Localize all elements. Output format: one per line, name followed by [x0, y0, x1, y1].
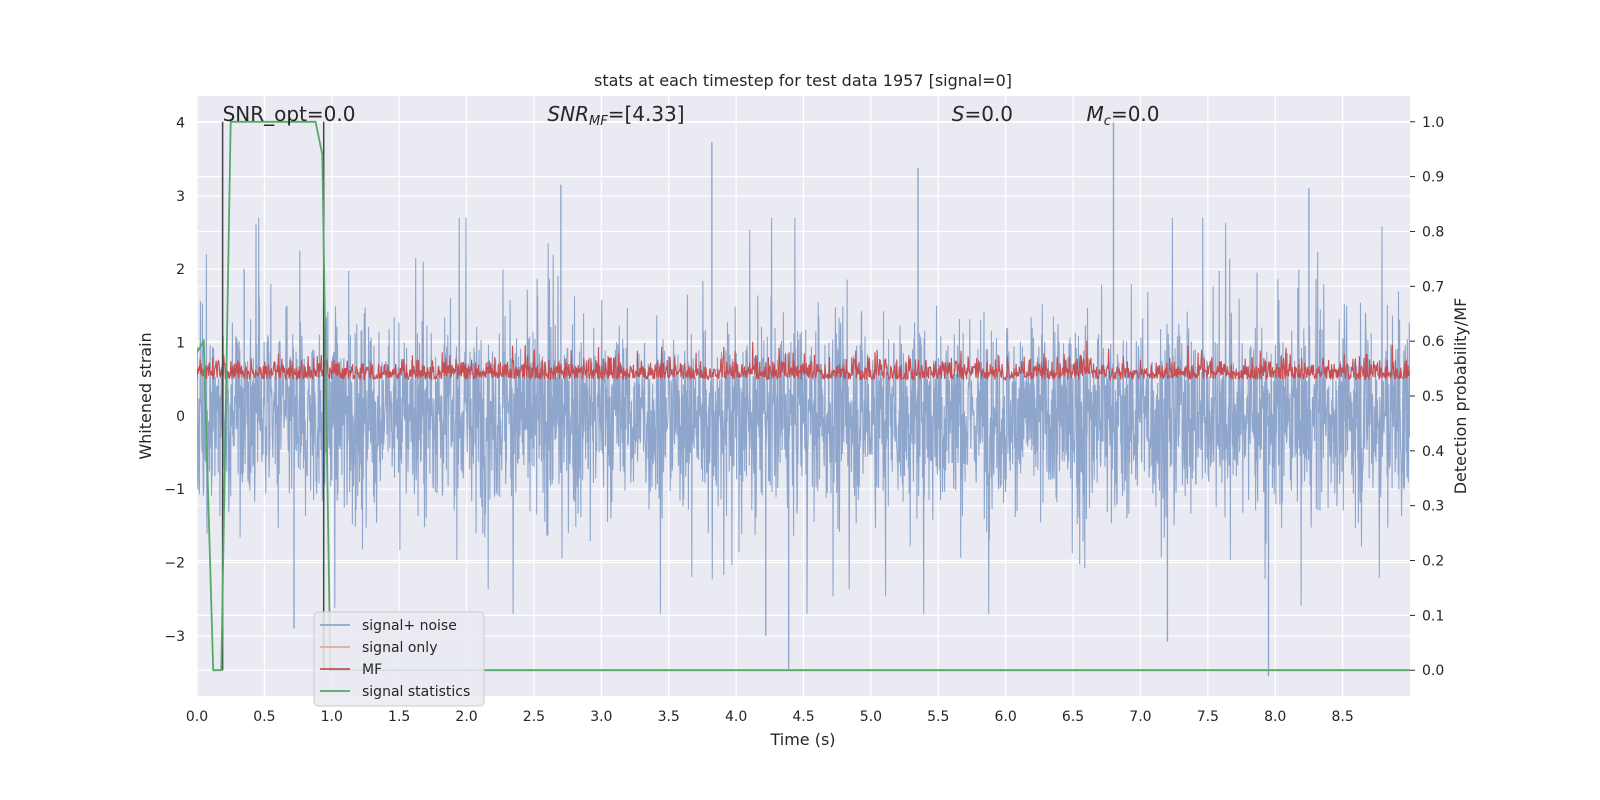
y-tick-label: −3: [164, 629, 185, 645]
x-tick-label: 8.0: [1264, 709, 1286, 725]
x-tick-label: 5.5: [927, 709, 949, 725]
y-tick-label: 3: [176, 189, 185, 205]
y-tick-label: 1: [176, 335, 185, 351]
signal-statistics-line: [197, 120, 1410, 672]
legend-entry: signal+ noise: [362, 618, 457, 634]
series-signal-noise: [197, 122, 1410, 677]
y-tick-label: 2: [176, 262, 185, 278]
x-tick-label: 5.0: [860, 709, 882, 725]
series-signal-statistics: [197, 120, 1410, 672]
y-tick-label: 4: [176, 115, 185, 131]
x-tick-label: 3.0: [590, 709, 612, 725]
x-ticks: 0.0 0.5 1.0 1.5 2.0 2.5 3.0 3.5 4.0 4.5 5.0 5.5 6.0 6…: [186, 709, 1354, 725]
annotation: SNRMF=[4.33]: [547, 102, 684, 129]
y2-ticks: 0.0 0.1 0.2 0.3 0.4 0.5 0.6 0.7 0.8 0.9 1.0: [1410, 115, 1444, 679]
x-tick-label: 7.0: [1129, 709, 1151, 725]
y-ticks: −3 −2 −1 0 1 2 3 4: [164, 115, 185, 644]
x-tick-label: 3.5: [658, 709, 680, 725]
y2-tick-label: 0.3: [1422, 499, 1444, 515]
x-tick-label: 2.5: [523, 709, 545, 725]
series-mf: [197, 340, 1410, 382]
chart-title: stats at each timestep for test data 195…: [594, 71, 1012, 90]
legend-entry: signal only: [362, 640, 437, 656]
y2-tick-label: 0.6: [1422, 334, 1444, 350]
y2-tick-label: 0.2: [1422, 554, 1444, 570]
y-axis-label: Whitened strain: [136, 332, 155, 459]
y2-tick-label: 0.0: [1422, 663, 1444, 679]
annotation: S=0.0: [952, 102, 1013, 126]
legend: signal+ noise signal only MF signal statist…: [313, 611, 485, 707]
x-tick-label: 8.5: [1331, 709, 1353, 725]
x-tick-label: 4.5: [792, 709, 814, 725]
y2-tick-label: 1.0: [1422, 115, 1444, 131]
y2-tick-label: 0.8: [1422, 224, 1444, 240]
y2-tick-label: 0.7: [1422, 279, 1444, 295]
x-tick-label: 4.0: [725, 709, 747, 725]
x-tick-label: 6.0: [995, 709, 1017, 725]
y-tick-label: 0: [176, 409, 185, 425]
legend-entry: MF: [362, 662, 382, 678]
y2-axis-label: Detection probability/MF: [1451, 298, 1470, 495]
annotations: SNR_opt=0.0 SNRMF=[4.33] S=0.0 Mc=0.0: [223, 102, 1160, 129]
y-tick-label: −1: [164, 482, 185, 498]
y-tick-label: −2: [164, 556, 185, 572]
y2-tick-label: 0.4: [1422, 444, 1444, 460]
x-tick-label: 0.5: [253, 709, 275, 725]
x-axis-label: Time (s): [769, 730, 835, 749]
y2-tick-label: 0.9: [1422, 170, 1444, 186]
legend-box: [313, 611, 485, 707]
x-tick-label: 6.5: [1062, 709, 1084, 725]
x-tick-label: 2.0: [455, 709, 477, 725]
noise-line: [197, 217, 1410, 614]
x-tick-label: 0.0: [186, 709, 208, 725]
y2-tick-label: 0.5: [1422, 389, 1444, 405]
y2-tick-label: 0.1: [1422, 608, 1444, 624]
annotation: Mc=0.0: [1087, 102, 1160, 129]
x-tick-label: 7.5: [1197, 709, 1219, 725]
annotation: SNR_opt=0.0: [223, 102, 356, 126]
x-tick-label: 1.0: [321, 709, 343, 725]
mf-line: [197, 340, 1410, 382]
x-tick-label: 1.5: [388, 709, 410, 725]
legend-entry: signal statistics: [362, 684, 470, 700]
